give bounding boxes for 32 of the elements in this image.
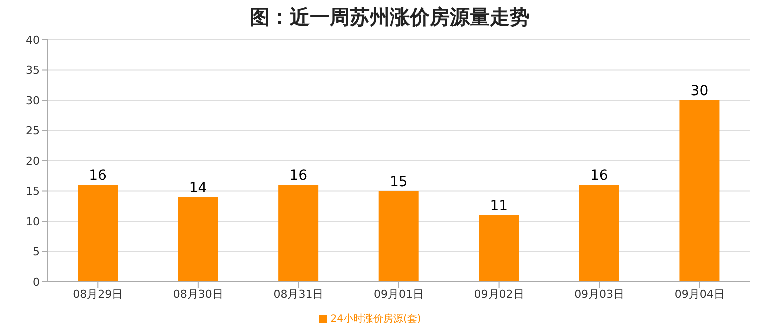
y-tick-label: 0 [33, 276, 40, 289]
bar [278, 185, 319, 282]
data-label: 16 [89, 168, 107, 184]
y-tick-label: 25 [26, 124, 40, 138]
data-label: 14 [189, 180, 208, 196]
y-tick-label: 20 [26, 154, 40, 168]
data-label: 11 [490, 198, 508, 214]
x-tick-label: 08月29日 [73, 288, 124, 301]
y-tick-label: 10 [26, 215, 40, 228]
x-tick-label: 09月03日 [574, 288, 625, 301]
x-tick-label: 09月02日 [474, 288, 524, 301]
x-tick-label: 08月31日 [274, 288, 324, 301]
chart-title: 图：近一周苏州涨价房源量走势 [249, 4, 531, 31]
data-label: 16 [590, 168, 608, 184]
x-tick-label: 08月30日 [173, 288, 224, 301]
y-tick-label: 5 [33, 246, 40, 259]
bar [378, 191, 419, 282]
bar [680, 100, 720, 282]
x-tick-label: 09月01日 [374, 288, 424, 301]
data-label: 16 [290, 168, 308, 184]
data-label: 30 [690, 84, 709, 100]
y-tick-label: 15 [26, 185, 40, 198]
bar [178, 197, 218, 282]
legend-label: 24小时涨价房源(套) [330, 314, 422, 325]
y-tick-label: 40 [26, 34, 40, 47]
x-tick-label: 09月04日 [674, 288, 725, 301]
bar [579, 185, 620, 282]
bar [479, 215, 520, 282]
bar [78, 185, 118, 282]
y-tick-label: 35 [26, 64, 40, 78]
y-tick-label: 30 [26, 94, 40, 108]
data-label: 15 [390, 174, 408, 190]
